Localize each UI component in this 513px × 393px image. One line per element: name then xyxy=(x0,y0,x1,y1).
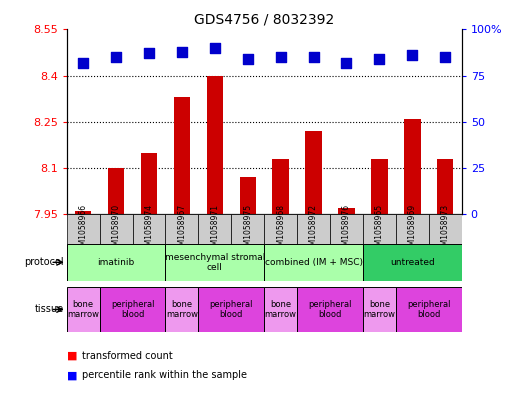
Bar xyxy=(141,152,157,214)
Point xyxy=(145,50,153,57)
Bar xyxy=(67,287,100,332)
Text: bone
marrow: bone marrow xyxy=(265,300,297,319)
Text: bone
marrow: bone marrow xyxy=(363,300,396,319)
Text: untreated: untreated xyxy=(390,258,435,267)
Bar xyxy=(207,75,223,214)
Text: GSM1058975: GSM1058975 xyxy=(243,204,252,255)
Text: bone
marrow: bone marrow xyxy=(67,300,99,319)
Point xyxy=(244,56,252,62)
Point xyxy=(112,54,120,60)
Text: GSM1058968: GSM1058968 xyxy=(276,204,285,255)
Text: peripheral
blood: peripheral blood xyxy=(407,300,450,319)
Bar xyxy=(100,214,132,246)
Bar xyxy=(371,159,388,214)
Bar xyxy=(231,214,264,246)
Text: ■: ■ xyxy=(67,351,77,361)
Bar xyxy=(363,214,396,246)
Bar xyxy=(199,214,231,246)
Text: GSM1058966: GSM1058966 xyxy=(78,204,88,255)
Bar xyxy=(297,287,363,332)
Text: GSM1058967: GSM1058967 xyxy=(177,204,186,255)
Point xyxy=(309,54,318,60)
Text: mesenchymal stromal
cell: mesenchymal stromal cell xyxy=(165,253,265,272)
Bar xyxy=(132,214,165,246)
Bar xyxy=(75,211,91,214)
Bar xyxy=(264,287,297,332)
Text: tissue: tissue xyxy=(35,305,64,314)
Text: GSM1058973: GSM1058973 xyxy=(441,204,450,255)
Text: GSM1058972: GSM1058972 xyxy=(309,204,318,255)
Text: ■: ■ xyxy=(67,370,77,380)
Point xyxy=(342,60,350,66)
Bar xyxy=(305,131,322,214)
Bar xyxy=(330,214,363,246)
Bar xyxy=(264,214,297,246)
Bar xyxy=(437,159,453,214)
Bar xyxy=(363,287,396,332)
Point xyxy=(277,54,285,60)
Text: transformed count: transformed count xyxy=(82,351,173,361)
Point xyxy=(408,52,417,59)
Bar xyxy=(272,159,289,214)
Point xyxy=(441,54,449,60)
Bar xyxy=(404,119,421,214)
Bar xyxy=(363,244,462,281)
Text: GSM1058965: GSM1058965 xyxy=(375,204,384,255)
Bar xyxy=(396,214,429,246)
Point xyxy=(211,45,219,51)
Bar xyxy=(240,177,256,214)
Text: protocol: protocol xyxy=(25,257,64,267)
Text: peripheral
blood: peripheral blood xyxy=(111,300,154,319)
Bar xyxy=(165,214,199,246)
Bar xyxy=(108,168,124,214)
Text: peripheral
blood: peripheral blood xyxy=(308,300,352,319)
Point xyxy=(376,56,384,62)
Bar xyxy=(199,287,264,332)
Bar xyxy=(174,97,190,214)
Bar xyxy=(67,214,100,246)
Text: GSM1058976: GSM1058976 xyxy=(342,204,351,255)
Text: imatinib: imatinib xyxy=(97,258,135,267)
Text: percentile rank within the sample: percentile rank within the sample xyxy=(82,370,247,380)
Title: GDS4756 / 8032392: GDS4756 / 8032392 xyxy=(194,13,334,27)
Text: bone
marrow: bone marrow xyxy=(166,300,198,319)
Bar xyxy=(429,214,462,246)
Text: combined (IM + MSC): combined (IM + MSC) xyxy=(265,258,363,267)
Point xyxy=(79,60,87,66)
Text: GSM1058974: GSM1058974 xyxy=(145,204,153,255)
Bar xyxy=(100,287,165,332)
Bar xyxy=(264,244,363,281)
Point xyxy=(178,48,186,55)
Bar xyxy=(338,208,354,214)
Bar xyxy=(67,244,165,281)
Text: GSM1058970: GSM1058970 xyxy=(111,204,121,255)
Text: GSM1058971: GSM1058971 xyxy=(210,204,220,255)
Text: peripheral
blood: peripheral blood xyxy=(209,300,253,319)
Bar xyxy=(396,287,462,332)
Bar xyxy=(165,244,264,281)
Text: GSM1058969: GSM1058969 xyxy=(408,204,417,255)
Bar xyxy=(165,287,199,332)
Bar xyxy=(297,214,330,246)
